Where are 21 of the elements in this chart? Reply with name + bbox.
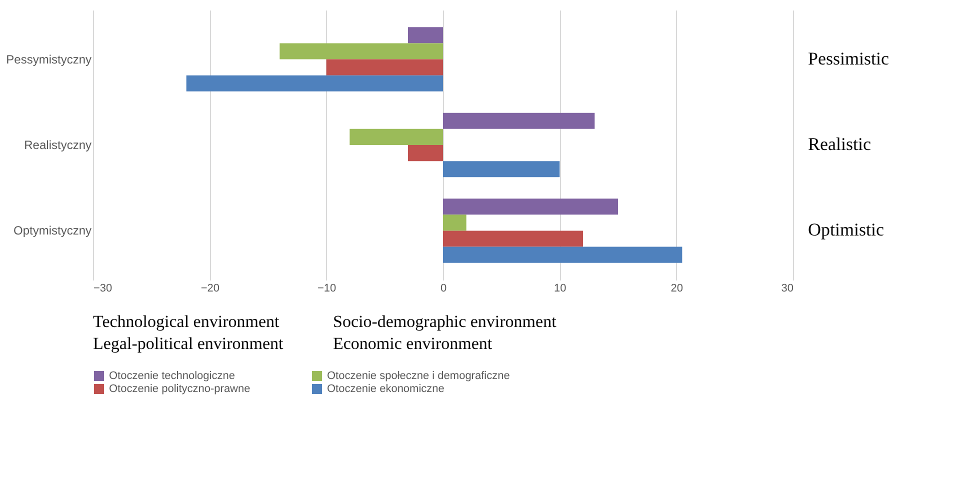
- x-tick-label: 20: [670, 282, 683, 294]
- legend-label: Otoczenie polityczno-prawne: [109, 383, 250, 395]
- x-tick-label: 30: [781, 282, 794, 294]
- text: Technological environment: [93, 312, 280, 331]
- y-tick-label: Pessymistyczny: [6, 52, 92, 66]
- text: Optimistic: [808, 220, 884, 240]
- text: Socio-demographic environment: [333, 312, 557, 331]
- text: Realistic: [808, 134, 871, 154]
- x-tick-label: 10: [554, 282, 566, 294]
- y-tick-label: Optymistyczny: [13, 224, 92, 238]
- text: Pessimistic: [808, 48, 890, 68]
- x-tick-label: −30: [94, 282, 112, 294]
- text: Legal-political environment: [93, 334, 284, 353]
- x-tick-label: −10: [317, 282, 336, 294]
- legend-label: Otoczenie ekonomiczne: [327, 383, 444, 395]
- x-tick-label: 0: [440, 282, 447, 294]
- text: Economic environment: [333, 334, 492, 353]
- y-tick-label: Realistyczny: [24, 138, 92, 152]
- x-tick-label: −20: [200, 282, 220, 294]
- legend-label: Otoczenie społeczne i demograficzne: [327, 370, 510, 382]
- legend-label: Otoczenie technologiczne: [109, 370, 235, 382]
